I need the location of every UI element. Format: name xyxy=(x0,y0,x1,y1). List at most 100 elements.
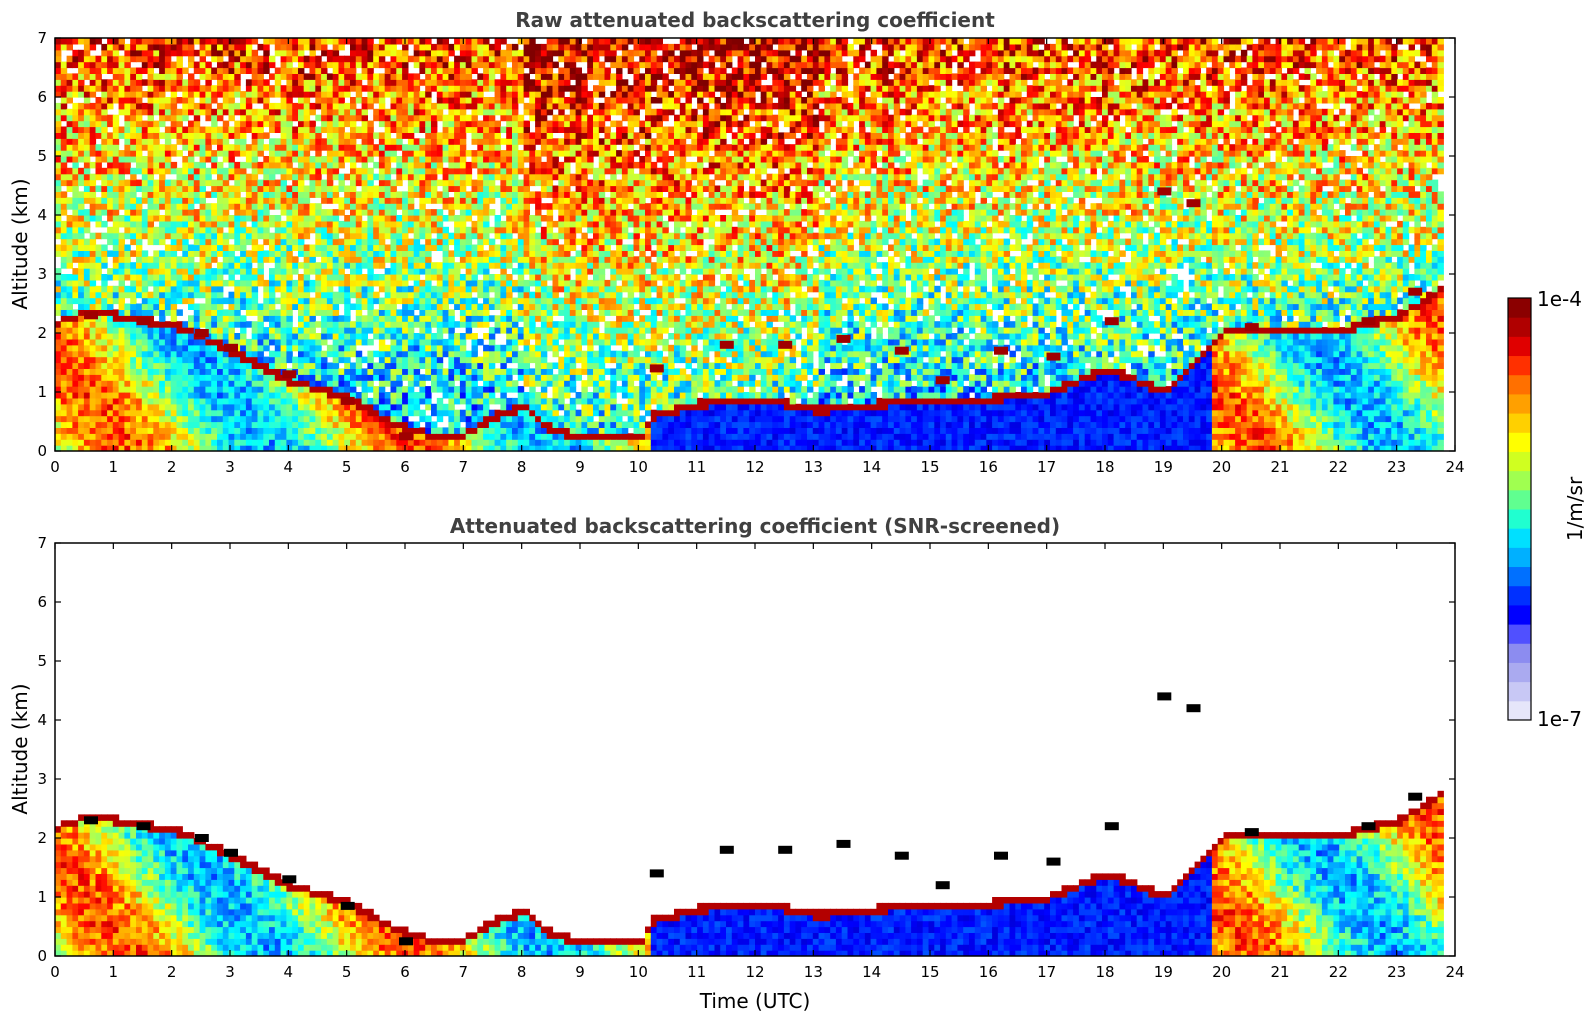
heatmap-cell xyxy=(477,43,484,51)
heatmap-cell xyxy=(384,91,392,98)
heatmap-cell xyxy=(338,120,345,128)
heatmap-cell xyxy=(431,79,438,86)
heatmap-cell xyxy=(130,291,137,299)
heatmap-cell xyxy=(251,203,259,210)
heatmap-cell xyxy=(396,79,403,86)
heatmap-cell xyxy=(459,274,467,281)
heatmap-cell xyxy=(269,338,276,346)
heatmap-cell xyxy=(188,427,195,434)
heatmap-cell xyxy=(448,49,455,57)
heatmap-cell xyxy=(55,338,62,346)
heatmap-cell xyxy=(118,197,125,204)
heatmap-cell xyxy=(66,368,73,375)
heatmap-cell xyxy=(188,350,195,358)
heatmap-cell xyxy=(78,120,85,128)
heatmap-cell xyxy=(222,250,230,257)
heatmap-cell xyxy=(60,333,68,340)
heatmap-cell xyxy=(188,244,195,251)
heatmap-cell xyxy=(170,215,178,222)
heatmap-cell xyxy=(159,321,166,328)
heatmap-cell xyxy=(454,97,461,104)
heatmap-cell xyxy=(459,79,467,86)
heatmap-cell xyxy=(234,433,241,440)
heatmap-cell xyxy=(263,61,270,69)
heatmap-cell xyxy=(315,185,322,192)
heatmap-cell xyxy=(205,102,212,110)
heatmap-cell xyxy=(361,226,368,234)
heatmap-cell xyxy=(83,43,91,51)
heatmap-cell xyxy=(263,232,270,240)
heatmap-cell xyxy=(153,321,160,328)
heatmap-cell xyxy=(78,439,85,446)
heatmap-cell xyxy=(332,380,340,387)
heatmap-cell xyxy=(384,362,392,369)
heatmap-cell xyxy=(107,421,114,428)
heatmap-cell xyxy=(234,380,241,387)
heatmap-cell xyxy=(309,179,316,187)
heatmap-cell xyxy=(465,238,473,246)
heatmap-cell xyxy=(298,61,305,69)
heatmap-cell xyxy=(309,362,316,369)
heatmap-cell xyxy=(217,167,224,175)
heatmap-cell xyxy=(193,386,201,393)
heatmap-cell xyxy=(321,433,328,440)
heatmap-cell xyxy=(425,333,432,340)
heatmap-cell xyxy=(141,38,149,45)
heatmap-cell xyxy=(483,150,490,157)
heatmap-cell xyxy=(176,167,183,175)
heatmap-cell xyxy=(378,321,386,328)
heatmap-cell xyxy=(442,73,449,80)
heatmap-cell xyxy=(118,279,125,287)
heatmap-cell xyxy=(407,244,415,251)
heatmap-cell xyxy=(263,380,270,387)
heatmap-cell xyxy=(321,303,328,310)
heatmap-cell xyxy=(292,114,299,122)
heatmap-cell xyxy=(101,303,108,310)
heatmap-cell xyxy=(436,85,444,92)
heatmap-cell xyxy=(55,244,62,251)
heatmap-cell xyxy=(83,108,91,116)
heatmap-cell xyxy=(477,97,484,104)
heatmap-cell xyxy=(315,55,322,63)
heatmap-cell xyxy=(292,333,299,340)
heatmap-cell xyxy=(101,209,108,216)
heatmap-cell xyxy=(506,374,513,381)
heatmap-cell xyxy=(188,220,195,228)
heatmap-cell xyxy=(332,356,340,364)
heatmap-cell xyxy=(170,91,178,98)
heatmap-cell xyxy=(176,409,183,417)
heatmap-cell xyxy=(465,392,473,399)
heatmap-cell xyxy=(315,226,322,234)
heatmap-cell xyxy=(431,374,438,381)
heatmap-cell xyxy=(72,232,79,240)
heatmap-cell xyxy=(384,232,392,240)
heatmap-cell xyxy=(396,439,403,446)
heatmap-cell xyxy=(55,309,62,316)
heatmap-cell xyxy=(159,38,166,45)
heatmap-cell xyxy=(483,397,490,405)
heatmap-cell xyxy=(332,344,340,352)
heatmap-cell xyxy=(355,445,363,451)
heatmap-cell xyxy=(164,209,172,216)
heatmap-cell xyxy=(390,179,397,187)
heatmap-cell xyxy=(217,368,224,375)
heatmap-cell xyxy=(442,291,449,299)
heatmap-cell xyxy=(465,97,473,104)
heatmap-cell xyxy=(454,226,461,234)
heatmap-cell xyxy=(176,327,183,334)
heatmap-cell xyxy=(118,374,125,381)
heatmap-cell xyxy=(269,179,276,187)
heatmap-cell xyxy=(407,114,415,122)
heatmap-cell xyxy=(164,262,172,269)
heatmap-cell xyxy=(55,274,62,281)
heatmap-cell xyxy=(159,97,166,104)
heatmap-cell xyxy=(205,409,212,417)
heatmap-cell xyxy=(217,262,224,269)
heatmap-cell xyxy=(396,392,403,399)
heatmap-cell xyxy=(471,344,478,352)
heatmap-cell xyxy=(101,321,108,328)
heatmap-cell xyxy=(355,173,363,181)
heatmap-cell xyxy=(257,79,264,86)
heatmap-cell xyxy=(436,209,444,216)
heatmap-cell xyxy=(361,191,368,198)
